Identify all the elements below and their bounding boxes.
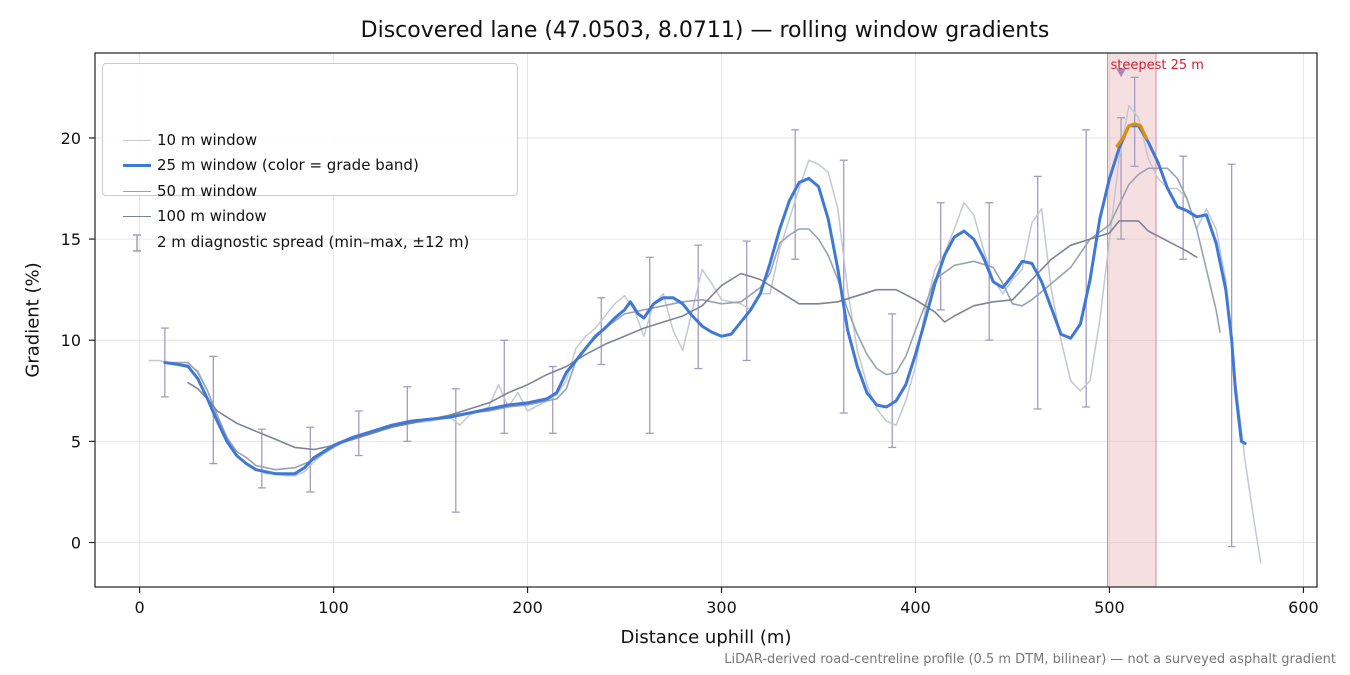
steepest-marker: [1116, 68, 1127, 78]
errorbar: [500, 339, 509, 434]
x-tick-label: 0: [135, 598, 145, 617]
annotation-layer: steepest 25 m: [1111, 58, 1204, 78]
errorbar: [742, 240, 751, 362]
legend-swatch-100m: [123, 216, 151, 217]
legend-label-25m: 25 m window (color = grade band): [157, 156, 419, 174]
legend-swatch-errorbar: [133, 234, 141, 252]
x-tick-label: 400: [900, 598, 931, 617]
y-tick-label: 0: [71, 534, 81, 553]
x-axis-label: Distance uphill (m): [620, 627, 792, 648]
chart-title: Discovered lane (47.0503, 8.0711) — roll…: [360, 18, 1050, 43]
errorbar: [451, 388, 460, 513]
legend-swatch-25m: [123, 164, 151, 167]
errorbar: [1082, 129, 1091, 408]
legend-item-25m: 25 m window (color = grade band): [103, 155, 513, 175]
steepest-band: [1107, 53, 1157, 587]
y-tick-label: 10: [61, 331, 81, 350]
steepest-band-layer: [1107, 53, 1157, 587]
errorbar: [645, 256, 654, 434]
axes-layer: 0 100 200 300 400 500 600 0 5 10 15 20: [61, 52, 1319, 617]
legend-label-errorbar: 2 m diagnostic spread (min–max, ±12 m): [157, 233, 470, 251]
errorbar: [888, 313, 897, 449]
errorbar: [257, 428, 266, 489]
y-tick-label: 5: [71, 432, 81, 451]
x-tick-label: 200: [512, 598, 543, 617]
errorbar: [839, 159, 848, 414]
chart-legend: 10 m window 25 m window (color = grade b…: [102, 63, 518, 252]
x-tick-label: 500: [1094, 598, 1125, 617]
errorbar: [791, 129, 800, 260]
legend-label-100m: 100 m window: [157, 207, 267, 225]
y-tick-label: 15: [61, 230, 81, 249]
legend-item-100m: 100 m window: [103, 206, 513, 226]
legend-label-10m: 10 m window: [157, 131, 258, 149]
errorbar: [403, 386, 412, 443]
steepest-label: steepest 25 m: [1111, 58, 1204, 73]
legend-item-50m: 50 m window: [103, 181, 513, 201]
series-line-steepest: [1115, 122, 1148, 148]
legend-swatch-10m: [123, 140, 151, 141]
legend-label-50m: 50 m window: [157, 182, 258, 200]
x-tick-label: 600: [1288, 598, 1319, 617]
chart-caption: LiDAR-derived road-centreline profile (0…: [724, 652, 1336, 667]
x-tick-label: 100: [318, 598, 349, 617]
series-layer: [148, 104, 1262, 564]
plot-frame: [94, 52, 1318, 588]
series-line-w50: [164, 167, 1221, 471]
x-tick-label: 300: [706, 598, 737, 617]
errorbar: [354, 410, 363, 457]
y-axis-label: Gradient (%): [22, 262, 44, 378]
legend-item-10m: 10 m window: [103, 130, 513, 150]
errorbar: [694, 244, 703, 370]
y-tick-label: 20: [61, 129, 81, 148]
series-line-w100: [187, 220, 1198, 451]
series-line-w25: [163, 124, 1247, 476]
legend-item-errorbar: 2 m diagnostic spread (min–max, ±12 m): [103, 232, 513, 252]
errorbar: [1130, 76, 1139, 167]
errorbar: [936, 202, 945, 311]
legend-swatch-50m: [123, 191, 151, 192]
